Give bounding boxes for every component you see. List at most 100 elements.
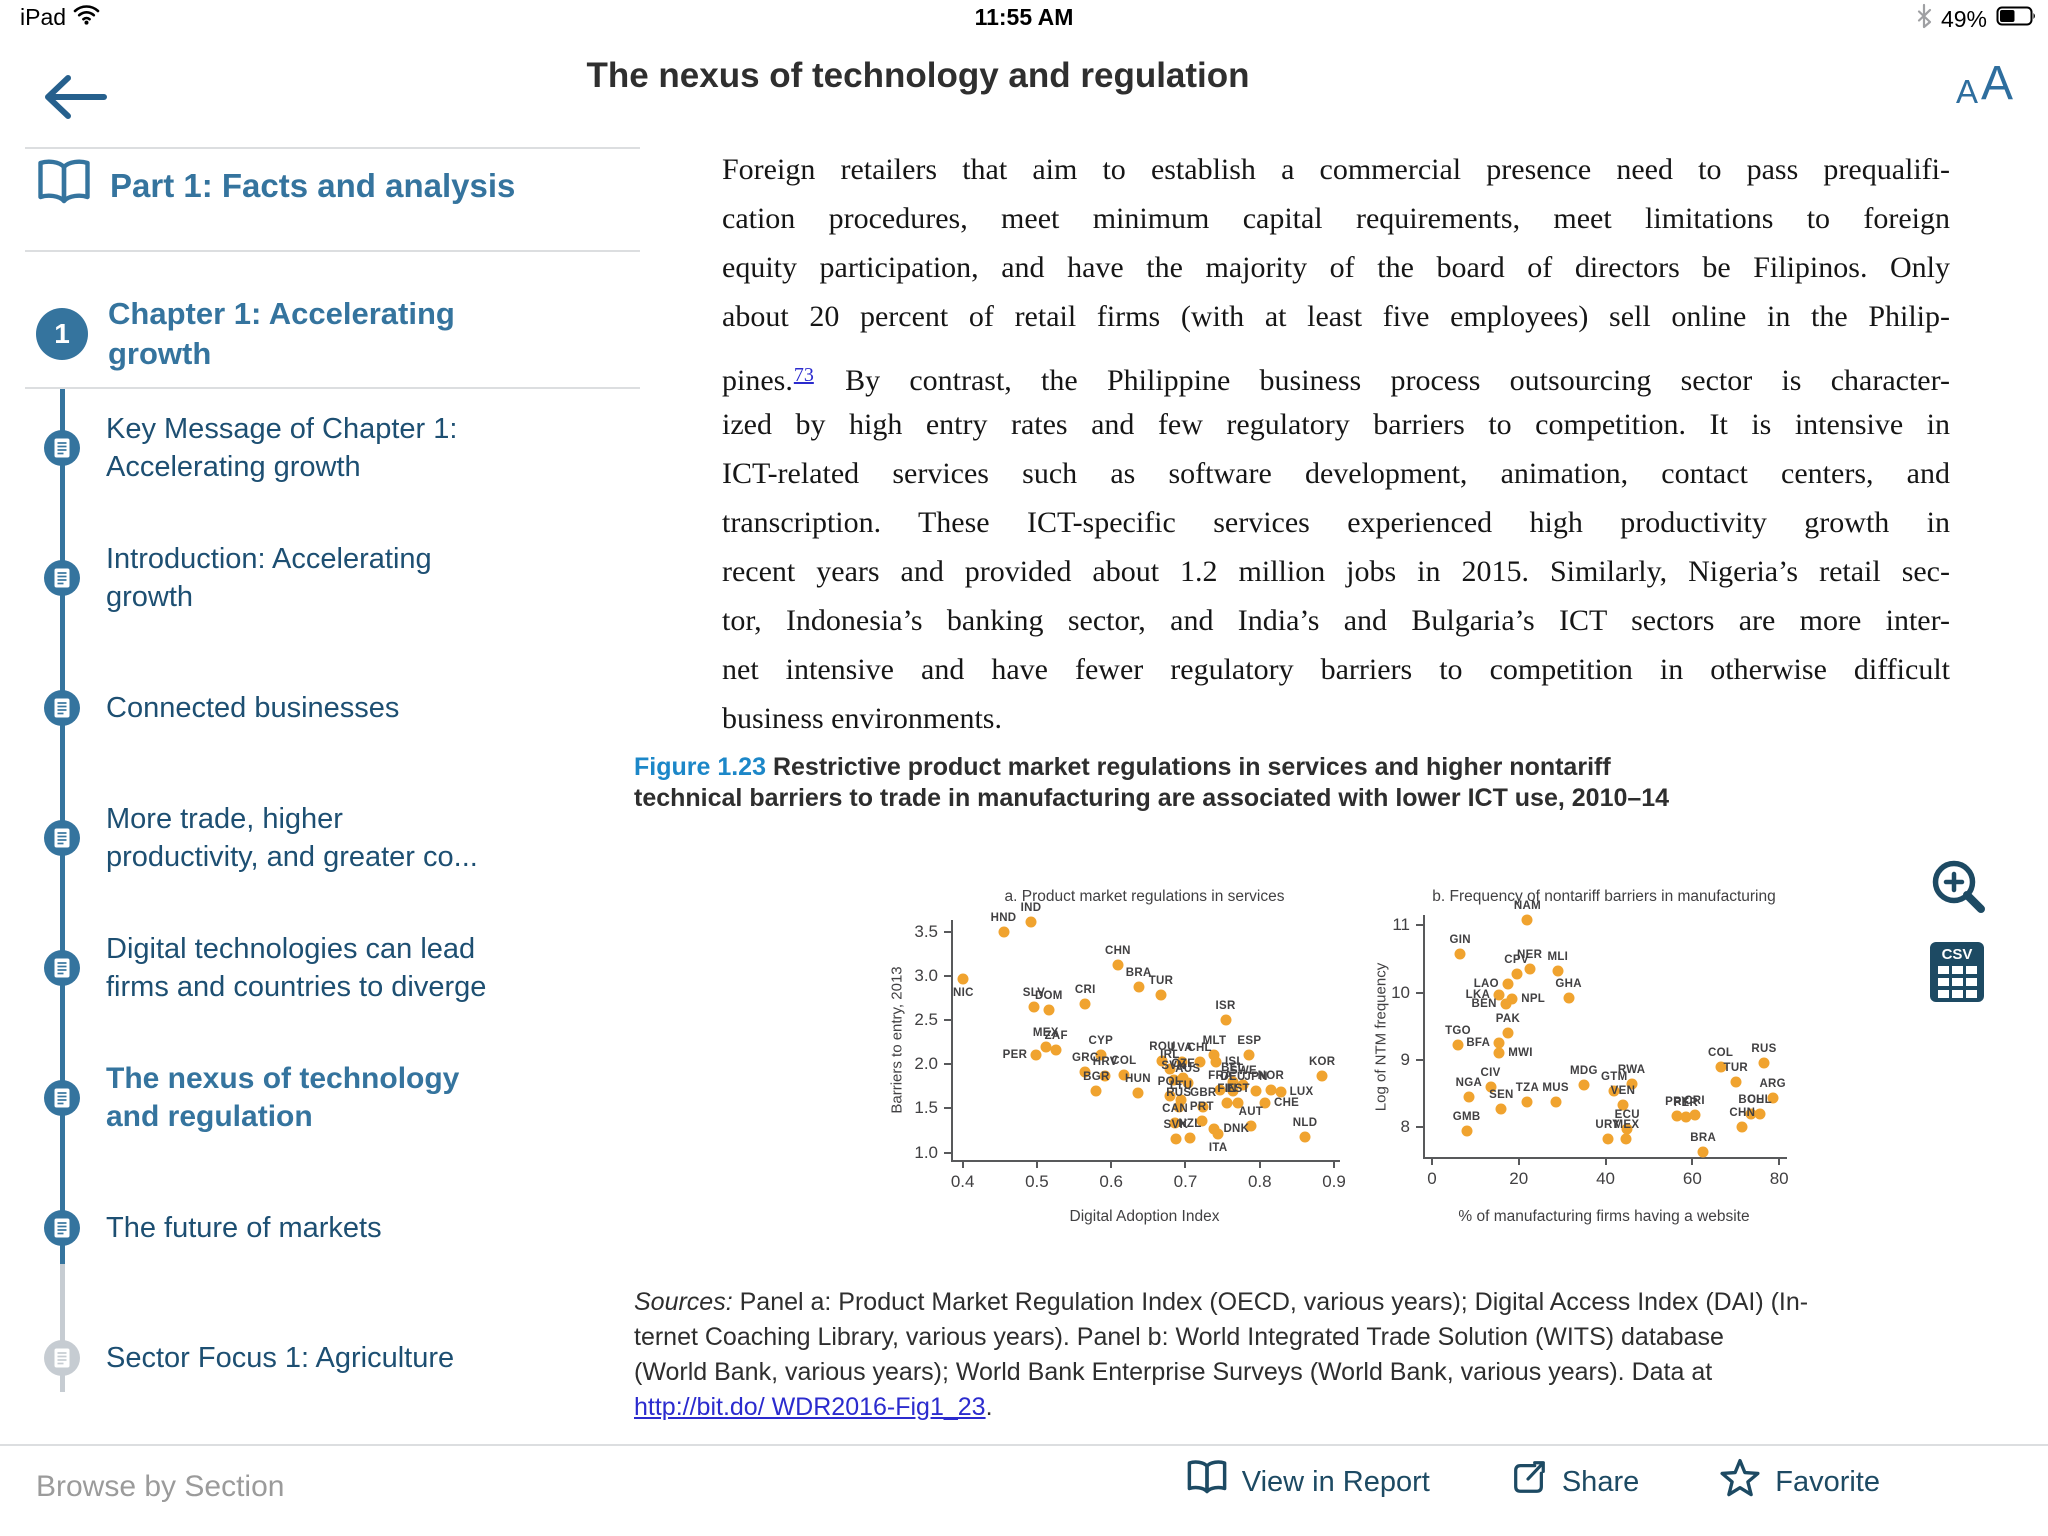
data-point-label: CIV xyxy=(1480,1066,1501,1079)
data-point-label: SEN xyxy=(1489,1089,1514,1102)
data-point-CIV xyxy=(1485,1081,1497,1093)
sidebar-item[interactable]: The nexus of technology and regulation xyxy=(44,1060,611,1136)
data-point-label: MEX xyxy=(1613,1119,1640,1132)
star-icon xyxy=(1719,1458,1761,1506)
data-point-CHL xyxy=(1194,1056,1206,1068)
x-tick-label: 20 xyxy=(1509,1169,1529,1188)
data-point-label: IRL xyxy=(1160,1048,1180,1061)
zoom-figure-button[interactable] xyxy=(1930,858,1988,925)
csv-download-button[interactable]: CSV xyxy=(1930,942,1986,1015)
data-point-PER xyxy=(1030,1049,1042,1061)
sidebar-chapter-header[interactable]: 1 Chapter 1: Accelerating growth xyxy=(36,294,455,374)
open-book-icon xyxy=(36,158,92,213)
wifi-icon xyxy=(73,4,100,31)
data-point-label: FIN xyxy=(1217,1083,1237,1096)
data-point-label: LTU xyxy=(1169,1079,1193,1092)
data-point-POL xyxy=(1164,1090,1176,1102)
data-point-label: CHL xyxy=(1187,1041,1212,1054)
data-point-CRI xyxy=(1079,998,1091,1010)
data-point-label: AUT xyxy=(1238,1106,1264,1119)
y-tick-label: 3.0 xyxy=(914,965,938,985)
data-point-label: URY xyxy=(1595,1119,1621,1132)
sidebar-item-label: The future of markets xyxy=(106,1212,382,1244)
sidebar-item[interactable]: Digital technologies can lead firms and … xyxy=(44,930,611,1006)
x-tick-label: 80 xyxy=(1769,1169,1789,1188)
favorite-button[interactable]: Favorite xyxy=(1719,1458,1880,1506)
data-point-label: BOL xyxy=(1738,1093,1764,1106)
x-tick xyxy=(1517,1157,1520,1165)
data-point-MUS xyxy=(1550,1096,1562,1108)
footnote-link[interactable]: 73 xyxy=(793,364,814,386)
data-point-RUS xyxy=(1758,1057,1770,1069)
y-tick-label: 3.5 xyxy=(914,921,938,941)
data-point-label: GRC xyxy=(1071,1052,1099,1065)
data-point-label: NLD xyxy=(1292,1116,1318,1129)
data-point-JPN xyxy=(1250,1085,1262,1097)
y-tick xyxy=(1416,924,1425,927)
data-point-label: GTM xyxy=(1601,1070,1628,1083)
x-tick-label: 0.4 xyxy=(950,1172,975,1191)
data-point-NER xyxy=(1524,963,1536,975)
sidebar-part-header[interactable]: Part 1: Facts and analysis xyxy=(36,158,515,213)
x-tick-label: 0.8 xyxy=(1247,1172,1272,1191)
sidebar-item[interactable]: The future of markets xyxy=(44,1209,611,1247)
data-point-label: LAO xyxy=(1473,978,1499,991)
data-point-label: BGR xyxy=(1083,1070,1110,1083)
panel-b-xlabel: % of manufacturing firms having a websit… xyxy=(1458,1208,1750,1225)
data-point-label: HRV xyxy=(1092,1055,1118,1068)
browse-by-section-label: Browse by Section xyxy=(36,1470,285,1503)
x-tick-label: 0.5 xyxy=(1025,1172,1049,1191)
data-point-label: GHA xyxy=(1555,977,1582,990)
x-tick-label: 40 xyxy=(1596,1169,1616,1188)
data-point-MEX xyxy=(1620,1133,1632,1145)
back-button[interactable] xyxy=(42,74,108,125)
data-point-CRI xyxy=(1689,1109,1701,1121)
panel-a-title: a. Product market regulations in service… xyxy=(1004,888,1285,905)
data-point-label: NGA xyxy=(1455,1077,1483,1089)
data-point-label: PAK xyxy=(1495,1012,1521,1025)
status-bar: iPad 11:55 AM 49% xyxy=(0,0,2048,36)
data-point-TGO xyxy=(1452,1039,1464,1051)
data-link[interactable]: http://bit.do/ WDR2016-Fig1_23 xyxy=(634,1393,986,1421)
data-point-PER xyxy=(1680,1111,1692,1123)
data-point-BOL xyxy=(1745,1108,1757,1120)
y-tick-label: 10 xyxy=(1391,982,1410,1002)
data-point-RUS xyxy=(1173,1101,1185,1113)
bluetooth-icon xyxy=(1916,3,1932,35)
view-in-report-button[interactable]: View in Report xyxy=(1186,1459,1430,1505)
sidebar-item[interactable]: Key Message of Chapter 1: Accelerating g… xyxy=(44,410,611,486)
share-button[interactable]: Share xyxy=(1510,1459,1639,1505)
data-point-URY xyxy=(1602,1133,1614,1145)
data-point-CAN xyxy=(1169,1117,1181,1129)
data-point-DOM xyxy=(1043,1004,1055,1016)
data-point-label: SWE xyxy=(1229,1064,1257,1077)
data-point-label: BRA xyxy=(1690,1132,1717,1145)
data-point-label: BFA xyxy=(1466,1037,1491,1050)
sidebar-item[interactable]: Sector Focus 1: Agriculture xyxy=(44,1339,611,1377)
data-point-label: BRA xyxy=(1125,967,1152,980)
sidebar-item[interactable]: More trade, higher productivity, and gre… xyxy=(44,800,611,876)
sources-label: Sources: xyxy=(634,1288,733,1316)
sidebar-item[interactable]: Connected businesses xyxy=(44,689,611,727)
x-tick-label: 0.7 xyxy=(1173,1172,1198,1191)
sidebar-item-label: Sector Focus 1: Agriculture xyxy=(106,1342,455,1374)
data-point-BGR xyxy=(1090,1085,1102,1097)
data-point-label: PRY xyxy=(1665,1095,1690,1108)
document-icon xyxy=(44,950,80,986)
data-point-DEU xyxy=(1227,1085,1239,1097)
data-point-BFA xyxy=(1493,1037,1505,1049)
x-tick xyxy=(1604,1157,1607,1165)
data-point-SVN xyxy=(1168,1074,1180,1086)
status-time: 11:55 AM xyxy=(974,4,1074,30)
chapter-number-badge: 1 xyxy=(36,308,88,360)
data-point-ROU xyxy=(1156,1055,1168,1067)
data-point-label: DOM xyxy=(1034,990,1063,1003)
data-point-RWA xyxy=(1626,1078,1638,1090)
sidebar-item[interactable]: Introduction: Accelerating growth xyxy=(44,540,611,616)
data-point-label: CRI xyxy=(1684,1094,1705,1107)
data-point-BEN xyxy=(1500,998,1512,1010)
data-point-NAM xyxy=(1521,914,1533,926)
sidebar-item-label: Connected businesses xyxy=(106,692,400,724)
data-point-label: ISL xyxy=(1224,1055,1244,1068)
